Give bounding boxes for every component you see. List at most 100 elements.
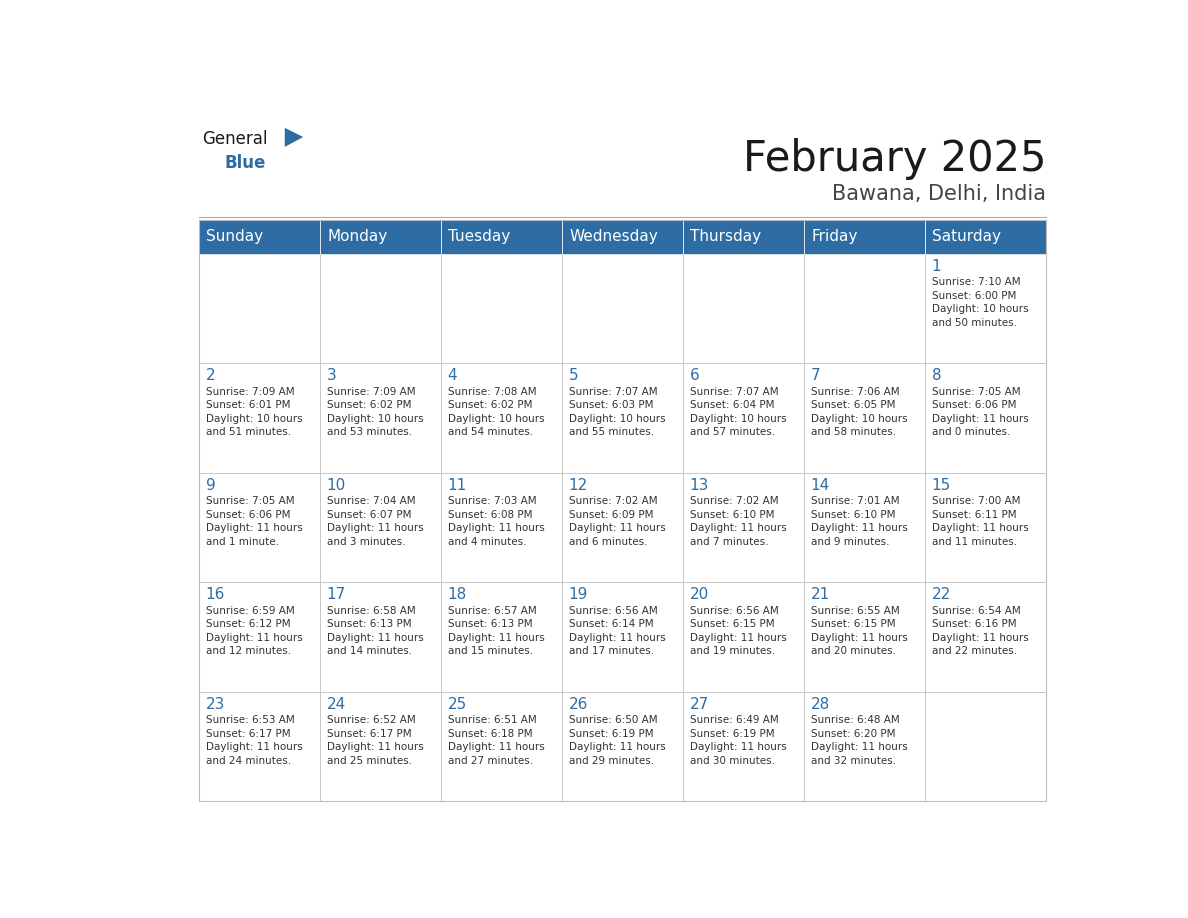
Text: 1: 1 <box>931 259 941 274</box>
Bar <box>200 253 320 364</box>
Text: 7: 7 <box>810 368 820 383</box>
Text: Sunrise: 6:55 AM
Sunset: 6:15 PM
Daylight: 11 hours
and 20 minutes.: Sunrise: 6:55 AM Sunset: 6:15 PM Dayligh… <box>810 606 908 656</box>
Bar <box>683 582 804 692</box>
Text: Sunrise: 7:07 AM
Sunset: 6:03 PM
Daylight: 10 hours
and 55 minutes.: Sunrise: 7:07 AM Sunset: 6:03 PM Dayligh… <box>569 386 665 437</box>
Bar <box>925 692 1047 801</box>
Bar <box>562 692 683 801</box>
Text: Sunrise: 7:09 AM
Sunset: 6:01 PM
Daylight: 10 hours
and 51 minutes.: Sunrise: 7:09 AM Sunset: 6:01 PM Dayligh… <box>206 386 302 437</box>
Text: 22: 22 <box>931 588 950 602</box>
Text: Sunrise: 7:01 AM
Sunset: 6:10 PM
Daylight: 11 hours
and 9 minutes.: Sunrise: 7:01 AM Sunset: 6:10 PM Dayligh… <box>810 496 908 547</box>
Text: Sunrise: 7:06 AM
Sunset: 6:05 PM
Daylight: 10 hours
and 58 minutes.: Sunrise: 7:06 AM Sunset: 6:05 PM Dayligh… <box>810 386 908 437</box>
Bar <box>200 692 320 801</box>
Text: Sunrise: 7:03 AM
Sunset: 6:08 PM
Daylight: 11 hours
and 4 minutes.: Sunrise: 7:03 AM Sunset: 6:08 PM Dayligh… <box>448 496 544 547</box>
Bar <box>562 253 683 364</box>
Text: 13: 13 <box>689 477 709 493</box>
Text: Sunrise: 7:02 AM
Sunset: 6:09 PM
Daylight: 11 hours
and 6 minutes.: Sunrise: 7:02 AM Sunset: 6:09 PM Dayligh… <box>569 496 665 547</box>
Text: Sunrise: 7:02 AM
Sunset: 6:10 PM
Daylight: 11 hours
and 7 minutes.: Sunrise: 7:02 AM Sunset: 6:10 PM Dayligh… <box>689 496 786 547</box>
Text: February 2025: February 2025 <box>742 139 1047 181</box>
Text: Sunrise: 7:00 AM
Sunset: 6:11 PM
Daylight: 11 hours
and 11 minutes.: Sunrise: 7:00 AM Sunset: 6:11 PM Dayligh… <box>931 496 1029 547</box>
Bar <box>683 473 804 582</box>
Text: 26: 26 <box>569 697 588 711</box>
Text: Sunrise: 6:54 AM
Sunset: 6:16 PM
Daylight: 11 hours
and 22 minutes.: Sunrise: 6:54 AM Sunset: 6:16 PM Dayligh… <box>931 606 1029 656</box>
Bar <box>804 473 925 582</box>
Text: 23: 23 <box>206 697 225 711</box>
Bar <box>200 219 1047 801</box>
Text: 21: 21 <box>810 588 830 602</box>
Bar <box>441 473 562 582</box>
Text: 12: 12 <box>569 477 588 493</box>
Bar <box>925 582 1047 692</box>
Text: Monday: Monday <box>328 230 387 244</box>
Text: Sunrise: 6:51 AM
Sunset: 6:18 PM
Daylight: 11 hours
and 27 minutes.: Sunrise: 6:51 AM Sunset: 6:18 PM Dayligh… <box>448 715 544 766</box>
Bar <box>441 582 562 692</box>
Bar <box>200 582 320 692</box>
Bar <box>562 582 683 692</box>
Text: 3: 3 <box>327 368 336 383</box>
Text: 11: 11 <box>448 477 467 493</box>
Text: 4: 4 <box>448 368 457 383</box>
Text: 17: 17 <box>327 588 346 602</box>
Text: Tuesday: Tuesday <box>448 230 511 244</box>
Bar <box>925 219 1047 253</box>
Text: Wednesday: Wednesday <box>569 230 658 244</box>
Bar <box>683 219 804 253</box>
Text: Sunrise: 7:07 AM
Sunset: 6:04 PM
Daylight: 10 hours
and 57 minutes.: Sunrise: 7:07 AM Sunset: 6:04 PM Dayligh… <box>689 386 786 437</box>
Bar <box>804 364 925 473</box>
Bar <box>320 692 441 801</box>
Text: 10: 10 <box>327 477 346 493</box>
Text: Friday: Friday <box>811 230 858 244</box>
Bar <box>320 473 441 582</box>
Text: Saturday: Saturday <box>933 230 1001 244</box>
Bar <box>683 253 804 364</box>
Text: Bawana, Delhi, India: Bawana, Delhi, India <box>832 185 1047 205</box>
Bar <box>441 364 562 473</box>
Bar <box>200 473 320 582</box>
Bar <box>562 219 683 253</box>
Text: Sunrise: 6:56 AM
Sunset: 6:15 PM
Daylight: 11 hours
and 19 minutes.: Sunrise: 6:56 AM Sunset: 6:15 PM Dayligh… <box>689 606 786 656</box>
Bar <box>441 253 562 364</box>
Bar <box>683 692 804 801</box>
Text: Sunday: Sunday <box>207 230 264 244</box>
Text: Blue: Blue <box>225 154 266 172</box>
Text: 28: 28 <box>810 697 830 711</box>
Bar <box>562 473 683 582</box>
Text: Sunrise: 7:09 AM
Sunset: 6:02 PM
Daylight: 10 hours
and 53 minutes.: Sunrise: 7:09 AM Sunset: 6:02 PM Dayligh… <box>327 386 423 437</box>
Text: Sunrise: 6:57 AM
Sunset: 6:13 PM
Daylight: 11 hours
and 15 minutes.: Sunrise: 6:57 AM Sunset: 6:13 PM Dayligh… <box>448 606 544 656</box>
Text: 27: 27 <box>689 697 709 711</box>
Text: 18: 18 <box>448 588 467 602</box>
Bar <box>200 364 320 473</box>
Bar <box>804 219 925 253</box>
Text: 6: 6 <box>689 368 700 383</box>
Text: 5: 5 <box>569 368 579 383</box>
Text: Sunrise: 6:49 AM
Sunset: 6:19 PM
Daylight: 11 hours
and 30 minutes.: Sunrise: 6:49 AM Sunset: 6:19 PM Dayligh… <box>689 715 786 766</box>
Text: General: General <box>202 130 267 148</box>
Text: 14: 14 <box>810 477 830 493</box>
Bar <box>441 219 562 253</box>
Text: 25: 25 <box>448 697 467 711</box>
Text: 16: 16 <box>206 588 225 602</box>
Text: Thursday: Thursday <box>690 230 762 244</box>
Polygon shape <box>285 128 303 147</box>
Bar <box>683 364 804 473</box>
Text: Sunrise: 7:05 AM
Sunset: 6:06 PM
Daylight: 11 hours
and 1 minute.: Sunrise: 7:05 AM Sunset: 6:06 PM Dayligh… <box>206 496 302 547</box>
Text: Sunrise: 6:56 AM
Sunset: 6:14 PM
Daylight: 11 hours
and 17 minutes.: Sunrise: 6:56 AM Sunset: 6:14 PM Dayligh… <box>569 606 665 656</box>
Text: 15: 15 <box>931 477 950 493</box>
Text: Sunrise: 6:53 AM
Sunset: 6:17 PM
Daylight: 11 hours
and 24 minutes.: Sunrise: 6:53 AM Sunset: 6:17 PM Dayligh… <box>206 715 302 766</box>
Text: 2: 2 <box>206 368 215 383</box>
Bar <box>200 219 320 253</box>
Bar <box>804 253 925 364</box>
Text: Sunrise: 7:08 AM
Sunset: 6:02 PM
Daylight: 10 hours
and 54 minutes.: Sunrise: 7:08 AM Sunset: 6:02 PM Dayligh… <box>448 386 544 437</box>
Text: Sunrise: 7:05 AM
Sunset: 6:06 PM
Daylight: 11 hours
and 0 minutes.: Sunrise: 7:05 AM Sunset: 6:06 PM Dayligh… <box>931 386 1029 437</box>
Text: 9: 9 <box>206 477 215 493</box>
Text: Sunrise: 7:10 AM
Sunset: 6:00 PM
Daylight: 10 hours
and 50 minutes.: Sunrise: 7:10 AM Sunset: 6:00 PM Dayligh… <box>931 277 1029 328</box>
Bar <box>804 582 925 692</box>
Text: Sunrise: 6:59 AM
Sunset: 6:12 PM
Daylight: 11 hours
and 12 minutes.: Sunrise: 6:59 AM Sunset: 6:12 PM Dayligh… <box>206 606 302 656</box>
Text: Sunrise: 6:52 AM
Sunset: 6:17 PM
Daylight: 11 hours
and 25 minutes.: Sunrise: 6:52 AM Sunset: 6:17 PM Dayligh… <box>327 715 423 766</box>
Text: Sunrise: 6:58 AM
Sunset: 6:13 PM
Daylight: 11 hours
and 14 minutes.: Sunrise: 6:58 AM Sunset: 6:13 PM Dayligh… <box>327 606 423 656</box>
Bar <box>925 473 1047 582</box>
Text: 24: 24 <box>327 697 346 711</box>
Text: 8: 8 <box>931 368 941 383</box>
Bar <box>562 364 683 473</box>
Text: Sunrise: 6:50 AM
Sunset: 6:19 PM
Daylight: 11 hours
and 29 minutes.: Sunrise: 6:50 AM Sunset: 6:19 PM Dayligh… <box>569 715 665 766</box>
Bar <box>320 364 441 473</box>
